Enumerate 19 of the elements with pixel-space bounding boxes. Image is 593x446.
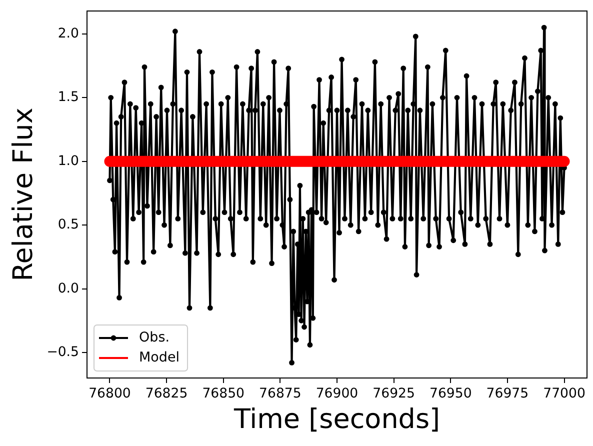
y-tick-label: −0.5	[46, 344, 79, 360]
y-tick-label: 1.5	[58, 90, 79, 106]
legend-label: Obs.	[139, 330, 170, 346]
x-tick-label: 76800	[88, 386, 131, 402]
x-tick-label: 76975	[486, 386, 529, 402]
x-tick-label: 76825	[145, 386, 188, 402]
x-tick-label: 76925	[372, 386, 415, 402]
x-tick-label: 76900	[316, 386, 358, 402]
x-tick-label: 76950	[429, 386, 472, 402]
y-tick-label: 2.0	[58, 26, 79, 42]
y-tick-label: 0.5	[58, 218, 79, 233]
x-axis-title: Time [seconds]	[232, 404, 440, 435]
y-tick-label: 0.0	[58, 281, 79, 296]
y-axis-title: Relative Flux	[8, 108, 40, 282]
x-tick-label: 76875	[259, 386, 302, 402]
legend-label: Model	[139, 350, 180, 366]
x-tick-label: 76850	[202, 386, 245, 402]
x-tick-label: 77000	[543, 386, 586, 402]
y-tick-label: 1.0	[58, 154, 79, 169]
